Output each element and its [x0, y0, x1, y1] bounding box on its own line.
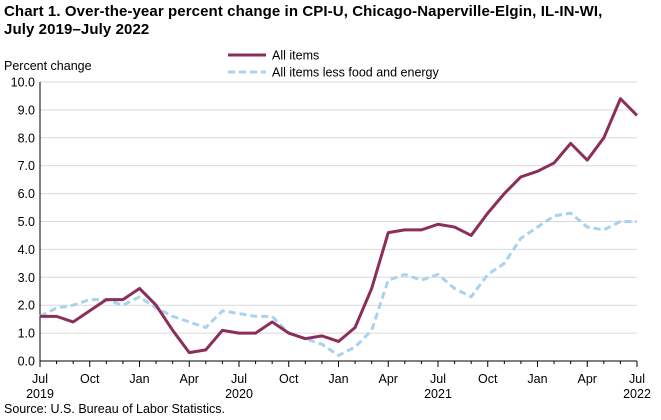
y-tick-label: 1.0	[18, 327, 35, 341]
series-line-all-items	[40, 97, 639, 355]
chart-title-line-1: Chart 1. Over-the-year percent change in…	[4, 3, 603, 20]
x-tick-label: Jan	[527, 372, 547, 386]
y-tick-label: 5.0	[18, 215, 35, 229]
y-tick-label: 4.0	[18, 243, 35, 257]
x-tick-label: Apr	[578, 372, 597, 386]
x-tick-label: Jul	[231, 372, 247, 386]
y-tick-label: 6.0	[18, 187, 35, 201]
y-tick-label: 8.0	[18, 131, 35, 145]
x-tick-label: Apr	[180, 372, 199, 386]
y-tick-label: 3.0	[18, 271, 35, 285]
chart-title-line-2: July 2019–July 2022	[4, 21, 150, 38]
x-tick-label: Jul	[32, 372, 48, 386]
x-tick-label: Jul	[430, 372, 446, 386]
source-note: Source: U.S. Bureau of Labor Statistics.	[4, 402, 225, 416]
x-tick-year-label: 2021	[424, 387, 452, 401]
x-tick-year-label: 2022	[623, 387, 651, 401]
series-line-core	[39, 211, 637, 357]
x-tick-label: Oct	[279, 372, 299, 386]
y-tick-label: 0.0	[18, 355, 35, 369]
y-axis-title: Percent change	[4, 59, 92, 73]
legend-label: All items	[272, 49, 319, 63]
x-tick-label: Jul	[629, 372, 645, 386]
x-tick-label: Jan	[129, 372, 149, 386]
x-tick-label: Oct	[478, 372, 498, 386]
y-tick-label: 2.0	[18, 299, 35, 313]
legend-label: All items less food and energy	[272, 66, 440, 80]
y-tick-label: 9.0	[18, 103, 35, 117]
x-tick-year-label: 2020	[225, 387, 253, 401]
x-tick-label: Apr	[379, 372, 398, 386]
x-tick-year-label: 2019	[26, 387, 54, 401]
x-tick-label: Oct	[80, 372, 100, 386]
x-tick-label: Jan	[328, 372, 348, 386]
y-tick-label: 7.0	[18, 159, 35, 173]
y-tick-label: 10.0	[11, 76, 35, 90]
